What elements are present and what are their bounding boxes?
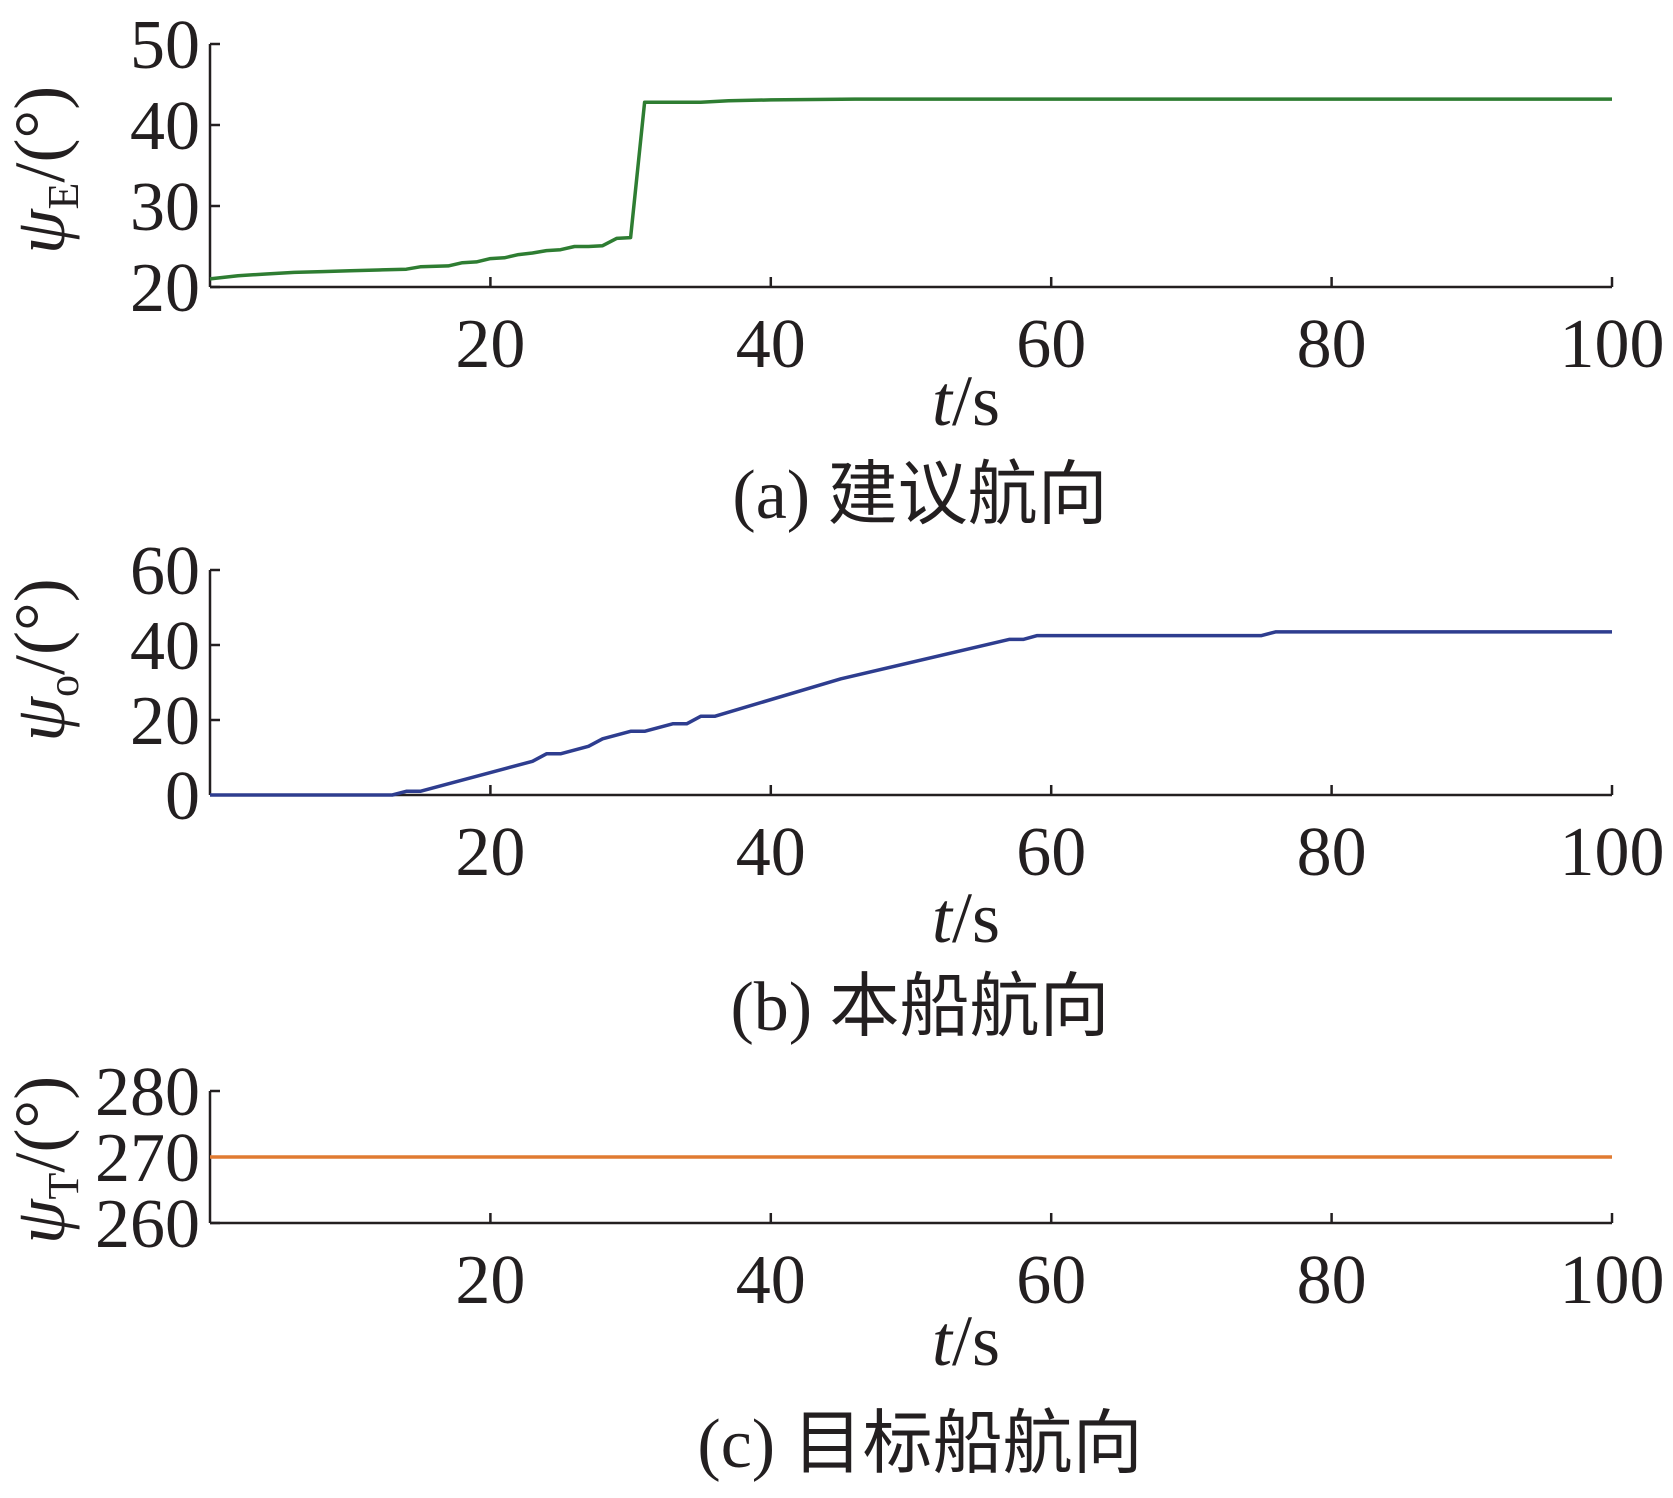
panel-caption: (a) 建议航向 — [732, 457, 1107, 534]
x-tick-label: 40 — [736, 1242, 806, 1319]
x-tick-label: 40 — [736, 306, 806, 383]
y-tick-label: 40 — [130, 88, 200, 165]
x-axis-label: t/s — [932, 878, 1000, 958]
x-tick-label: 20 — [455, 814, 525, 891]
x-tick-label: 80 — [1297, 306, 1367, 383]
panel-caption: (c) 目标船航向 — [697, 1406, 1142, 1483]
y-tick-label: 30 — [130, 169, 200, 246]
x-tick-label: 100 — [1560, 1242, 1665, 1319]
x-tick-label: 40 — [736, 814, 806, 891]
x-tick-label: 60 — [1016, 306, 1086, 383]
series-line — [210, 630, 1612, 797]
x-tick-label: 20 — [455, 306, 525, 383]
x-tick-label: 20 — [455, 1242, 525, 1319]
y-axis-label: ψo/(°) — [0, 578, 88, 741]
x-tick-label: 80 — [1297, 1242, 1367, 1319]
panel-caption: (b) 本船航向 — [730, 969, 1109, 1046]
y-axis-label: ψT/(°) — [0, 1076, 88, 1244]
y-tick-label: 60 — [130, 533, 200, 610]
y-axis-label: ψE/(°) — [0, 86, 88, 254]
y-tick-label: 280 — [95, 1054, 200, 1131]
x-tick-label: 80 — [1297, 814, 1367, 891]
y-tick-label: 0 — [165, 758, 200, 835]
y-tick-label: 20 — [130, 250, 200, 327]
y-tick-label: 40 — [130, 608, 200, 685]
x-tick-label: 100 — [1560, 306, 1665, 383]
x-axis-label: t/s — [932, 361, 1000, 441]
x-tick-label: 60 — [1016, 1242, 1086, 1319]
x-tick-label: 60 — [1016, 814, 1086, 891]
y-tick-label: 260 — [95, 1186, 200, 1263]
y-tick-label: 270 — [95, 1120, 200, 1197]
x-tick-label: 100 — [1560, 814, 1665, 891]
y-tick-label: 20 — [130, 683, 200, 760]
series-line — [209, 97, 1612, 281]
y-tick-label: 50 — [130, 7, 200, 84]
x-axis-label: t/s — [932, 1301, 1000, 1381]
